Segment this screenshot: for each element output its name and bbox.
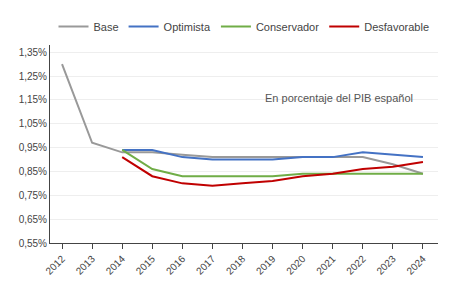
svg-text:Desfavorable: Desfavorable — [364, 21, 429, 33]
svg-text:2024: 2024 — [404, 253, 428, 277]
svg-text:1,25%: 1,25% — [19, 71, 47, 82]
svg-text:Optimista: Optimista — [164, 21, 211, 33]
svg-text:2023: 2023 — [374, 253, 398, 277]
svg-text:2013: 2013 — [74, 253, 98, 277]
svg-text:En porcentaje del PIB español: En porcentaje del PIB español — [265, 92, 413, 104]
svg-text:1,15%: 1,15% — [19, 94, 47, 105]
svg-text:2017: 2017 — [194, 253, 218, 277]
svg-text:2015: 2015 — [134, 253, 158, 277]
svg-text:Base: Base — [94, 21, 119, 33]
svg-text:Conservador: Conservador — [256, 21, 319, 33]
svg-text:2021: 2021 — [314, 253, 338, 277]
svg-text:2019: 2019 — [254, 253, 278, 277]
svg-text:2020: 2020 — [284, 253, 308, 277]
svg-text:1,05%: 1,05% — [19, 118, 47, 129]
svg-text:0,65%: 0,65% — [19, 214, 47, 225]
svg-text:0,95%: 0,95% — [19, 142, 47, 153]
svg-text:0,85%: 0,85% — [19, 166, 47, 177]
svg-text:0,55%: 0,55% — [19, 238, 47, 249]
svg-text:2014: 2014 — [104, 253, 128, 277]
svg-text:1,35%: 1,35% — [19, 47, 47, 58]
svg-text:2012: 2012 — [43, 253, 67, 277]
svg-text:2022: 2022 — [344, 253, 368, 277]
svg-text:2016: 2016 — [164, 253, 188, 277]
svg-text:0,75%: 0,75% — [19, 190, 47, 201]
svg-text:2018: 2018 — [224, 253, 248, 277]
